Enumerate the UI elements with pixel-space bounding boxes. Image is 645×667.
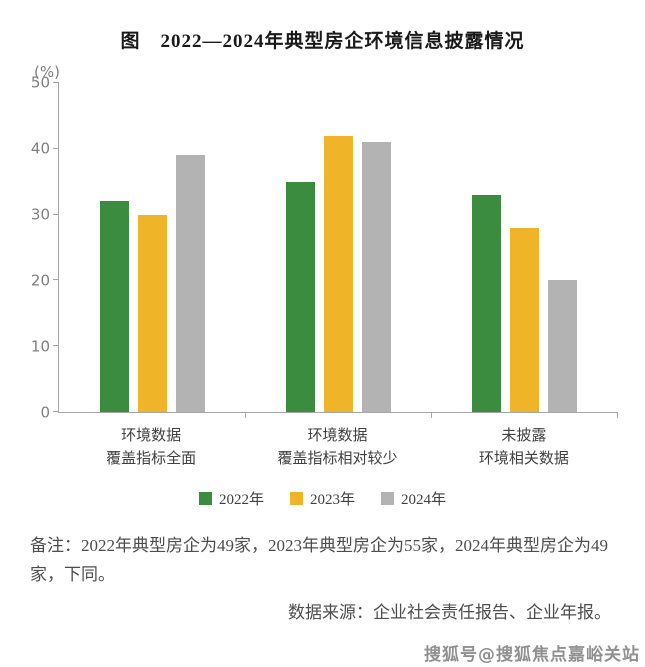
bar-2024年 — [361, 142, 391, 412]
y-tick-label: 10 — [30, 337, 50, 356]
bar-chart: (%) 0 10 20 30 40 50 环境数据 覆盖指标全面 环境数据 覆盖指标相对较少… — [0, 63, 645, 509]
y-axis-unit-label: (%) — [34, 63, 60, 81]
bar-2022年 — [99, 201, 129, 412]
legend-swatch — [289, 491, 303, 505]
y-tick-label: 0 — [40, 403, 50, 422]
y-tick-label: 40 — [30, 139, 50, 158]
legend-label: 2023年 — [309, 491, 355, 508]
y-tick-mark — [53, 279, 59, 281]
x-category-label: 未披露 环境相关数据 — [478, 428, 569, 468]
bar-group — [431, 83, 618, 418]
legend-item: 2024年 — [381, 488, 446, 509]
bar-2024年 — [547, 280, 577, 412]
chart-legend: 2022年 2023年 2024年 — [0, 488, 645, 509]
plot-area — [53, 82, 618, 418]
x-axis-labels: 环境数据 覆盖指标全面 环境数据 覆盖指标相对较少 未披露 环境相关数据 — [58, 425, 617, 472]
chart-page: 图 2022—2024年典型房企环境信息披露情况 (%) 0 10 20 30 40 50… — [0, 26, 645, 667]
bar-2023年 — [509, 227, 539, 412]
y-tick-mark — [53, 147, 59, 149]
x-category-label: 环境数据 覆盖指标相对较少 — [277, 428, 398, 468]
x-tick-mark — [431, 412, 432, 418]
chart-title: 图 2022—2024年典型房企环境信息披露情况 — [120, 31, 525, 52]
bar-2022年 — [471, 194, 501, 412]
x-tick-mark — [617, 412, 618, 418]
legend-item: 2023年 — [289, 488, 355, 509]
legend-label: 2024年 — [401, 491, 447, 508]
plot-wrapper: 0 10 20 30 40 50 — [31, 75, 618, 420]
watermark: 搜狐号@搜狐焦点嘉峪关站 — [424, 645, 640, 665]
bar-2023年 — [137, 214, 167, 412]
legend-item: 2022年 — [198, 488, 264, 509]
bar-2023年 — [323, 135, 353, 412]
legend-label: 2022年 — [218, 491, 264, 508]
bar-2022年 — [285, 181, 315, 412]
bar-2024年 — [175, 155, 205, 412]
y-tick-mark — [53, 411, 59, 412]
y-tick-label: 50 — [30, 73, 50, 92]
y-tick-mark — [53, 82, 59, 83]
legend-swatch — [198, 491, 212, 505]
y-axis-ticks: 0 10 20 30 40 50 — [8, 75, 58, 420]
y-tick-label: 30 — [30, 205, 50, 224]
y-tick-mark — [53, 345, 59, 347]
footnote: 备注：2022年典型房企为49家，2023年典型房企为55家，2024年典型房企… — [30, 535, 608, 585]
y-tick-mark — [53, 213, 59, 215]
data-source: 数据来源：企业社会责任报告、企业年报。 — [288, 603, 611, 622]
x-category-label: 环境数据 覆盖指标全面 — [106, 428, 197, 468]
bar-group — [59, 83, 246, 418]
bar-group — [245, 83, 432, 418]
x-tick-mark — [245, 412, 246, 418]
y-tick-label: 20 — [30, 271, 50, 290]
legend-swatch — [381, 491, 394, 505]
